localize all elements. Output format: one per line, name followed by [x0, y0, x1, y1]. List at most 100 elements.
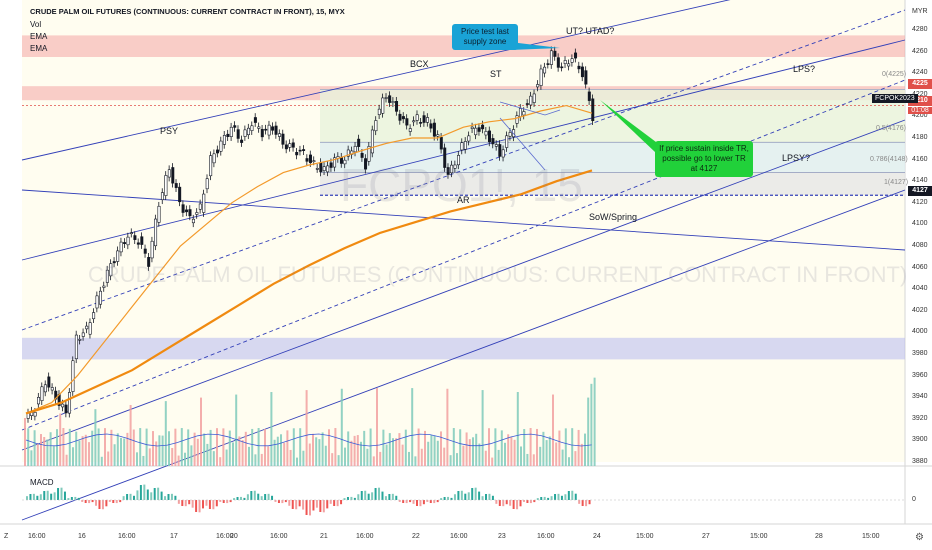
callout-tr-target[interactable]: If price sustain inside TR, possible go …	[655, 141, 753, 177]
supply-demand-zone	[22, 337, 905, 360]
volume-bar	[24, 418, 26, 466]
candle-body	[81, 332, 85, 337]
candle-body	[257, 126, 261, 129]
macd-histogram-bar	[174, 495, 177, 500]
candle-body	[391, 101, 395, 104]
price-tick: 4120	[912, 198, 928, 206]
macd-histogram-bar	[543, 496, 546, 500]
volume-bar	[78, 440, 81, 466]
candle-body	[574, 52, 578, 59]
macd-histogram-bar	[143, 484, 146, 500]
volume-bar	[283, 442, 286, 466]
candle-body	[119, 241, 123, 253]
candle-body	[209, 155, 213, 177]
candle-body	[74, 334, 78, 360]
volume-bar	[465, 432, 468, 466]
gear-icon[interactable]: ⚙	[915, 532, 924, 543]
volume-bar	[417, 428, 420, 466]
macd-histogram-bar	[74, 496, 77, 500]
volume-bar	[296, 457, 298, 466]
time-tick: 24	[593, 533, 601, 540]
trend-channel-line	[21, 119, 906, 451]
macd-histogram-bar	[533, 500, 536, 503]
macd-histogram-bar	[53, 492, 56, 500]
trend-channel-line	[21, 79, 906, 431]
candle-body	[450, 164, 454, 174]
volume-bar	[305, 390, 308, 466]
candle-body	[229, 126, 233, 137]
price-tick: 4240	[912, 69, 928, 77]
macd-histogram-bar	[302, 500, 305, 510]
candle-body	[274, 125, 278, 135]
volume-bar	[555, 442, 558, 466]
macd-histogram-bar	[560, 495, 563, 500]
volume-bar	[440, 431, 442, 466]
price-tick: 3960	[912, 371, 928, 379]
volume-bar	[136, 452, 138, 466]
volume-bar	[353, 435, 356, 466]
volume-bar	[196, 438, 199, 466]
price-tick: 4180	[912, 134, 928, 141]
macd-histogram-bar	[150, 492, 153, 500]
candle-body	[333, 157, 337, 168]
volume-bar	[334, 428, 337, 466]
volume-bar	[411, 388, 414, 466]
volume-bar	[568, 457, 570, 466]
volume-bar	[520, 446, 522, 466]
chart-title[interactable]: CRUDE PALM OIL FUTURES (CONTINUOUS: CURR…	[30, 7, 345, 16]
macd-histogram-bar	[516, 500, 519, 510]
time-tick: 15:00	[636, 533, 654, 540]
macd-histogram-bar	[305, 500, 308, 515]
volume-bar	[328, 429, 330, 466]
volume-bar	[491, 457, 494, 466]
volume-bar	[264, 429, 266, 466]
volume-bar	[401, 444, 404, 466]
time-tick: 28	[815, 533, 823, 540]
candle-body	[518, 108, 522, 118]
candle-body	[219, 140, 223, 152]
candle-body	[154, 218, 158, 247]
macd-histogram-bar	[540, 497, 543, 500]
macd-histogram-bar	[340, 500, 343, 505]
volume-bar	[190, 445, 193, 466]
time-tick: 16:00	[216, 533, 234, 540]
candle-body	[322, 166, 326, 171]
macd-histogram-bar	[132, 495, 135, 500]
macd-histogram-bar	[512, 500, 515, 509]
price-tick: 4020	[912, 306, 928, 314]
candle-body	[408, 128, 412, 132]
macd-histogram-bar	[557, 493, 560, 500]
macd-legend[interactable]: MACD	[30, 478, 54, 487]
volume-bar	[510, 436, 513, 466]
candle-body	[247, 127, 251, 136]
macd-histogram-bar	[246, 494, 249, 500]
candle-body	[481, 124, 485, 130]
candle-body	[395, 101, 399, 112]
volume-bar	[155, 441, 158, 466]
volume-bar	[94, 409, 97, 466]
volume-legend[interactable]: Vol	[30, 20, 42, 29]
candle-body	[226, 133, 230, 137]
ema-legend-1[interactable]: EMA	[30, 32, 48, 41]
candle-body	[305, 158, 309, 162]
macd-histogram-bar	[536, 498, 539, 500]
macd-histogram-bar	[391, 493, 394, 500]
macd-histogram-bar	[329, 500, 332, 504]
macd-histogram-bar	[522, 500, 525, 502]
volume-bar	[145, 428, 148, 466]
macd-histogram-bar	[108, 500, 111, 502]
macd-histogram-bar	[112, 500, 115, 503]
candle-body	[505, 135, 509, 148]
macd-histogram-bar	[398, 500, 401, 502]
volume-bar	[449, 455, 452, 466]
macd-histogram-bar	[309, 500, 311, 516]
candle-body	[160, 192, 164, 201]
candle-body	[178, 186, 182, 203]
callout-supply-test[interactable]: Price test last supply zone	[452, 24, 518, 50]
macd-histogram-bar	[57, 488, 60, 500]
candle-body	[405, 118, 409, 126]
annotation-ut: UT? UTAD?	[566, 26, 615, 36]
volume-bar	[244, 431, 247, 466]
ema-legend-2[interactable]: EMA	[30, 44, 48, 53]
